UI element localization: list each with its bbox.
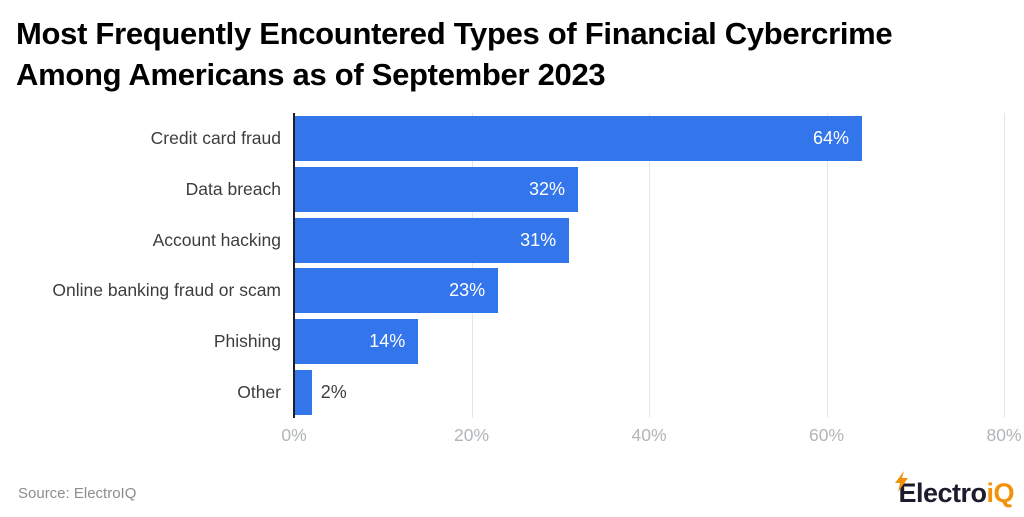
bar-track: 32% (294, 164, 1004, 215)
chart-title-line-2: Among Americans as of September 2023 (16, 57, 606, 92)
chart-row: Online banking fraud or scam 23% (0, 265, 1004, 316)
logo-text-primary: Electro (898, 477, 987, 508)
chart-row: Other 2% (0, 367, 1004, 418)
category-label: Other (237, 382, 281, 403)
x-axis-tick-label: 60% (808, 425, 845, 445)
gridline (1004, 113, 1005, 418)
chart-row: Phishing 14% (0, 316, 1004, 367)
chart-rows: Credit card fraud 64% Data breach 32% Accoun… (0, 113, 1004, 418)
chart-row: Data breach 32% (0, 164, 1004, 215)
bar-value-label: 23% (449, 280, 486, 301)
gridline (826, 113, 828, 418)
bar-value-label: 32% (528, 178, 565, 199)
bar: 32% (294, 166, 578, 212)
bar: 31% (294, 217, 570, 263)
category-label: Phishing (213, 331, 281, 352)
bar-track: 2% (294, 367, 1004, 418)
category-label: Online banking fraud or scam (52, 280, 281, 301)
lightning-bolt-icon (895, 470, 909, 492)
bar-track: 23% (294, 265, 1004, 316)
bar (294, 370, 312, 416)
chart-row: Credit card fraud 64% (0, 113, 1004, 164)
bar-track: 64% (294, 113, 1004, 164)
bar-track: 31% (294, 215, 1004, 266)
bar-value-label: 14% (369, 331, 406, 352)
plot-area (293, 113, 1005, 418)
chart-row: Account hacking 31% (0, 215, 1004, 266)
gridline (649, 113, 650, 418)
category-label: Credit card fraud (150, 127, 281, 148)
chart-title: Most Frequently Encountered Types of Fin… (16, 13, 1016, 95)
bar: 23% (294, 268, 499, 314)
y-axis-baseline (293, 113, 295, 418)
bar: 64% (294, 115, 862, 161)
bar-value-label: 31% (520, 229, 557, 250)
bar-track: 14% (294, 316, 1004, 367)
category-label: Account hacking (152, 229, 281, 250)
bar-value-label: 64% (812, 127, 849, 148)
category-label: Data breach (185, 178, 281, 199)
x-axis-tick-label: 0% (281, 425, 307, 445)
x-axis-tick-label: 40% (631, 425, 667, 445)
x-axis: 0% 20% 40% 60% 80% (281, 425, 1021, 447)
logo-text-accent: iQ (986, 477, 1014, 508)
bar: 14% (294, 319, 419, 365)
electroiq-logo: ElectroiQ (895, 470, 1014, 508)
chart-title-line-1: Most Frequently Encountered Types of Fin… (16, 16, 893, 51)
x-axis-tick-label: 20% (453, 425, 490, 445)
bar-chart: Credit card fraud 64% Data breach 32% Accoun… (0, 113, 1022, 445)
footer: Source: ElectroIQ ElectroiQ (18, 470, 1014, 514)
bar-value-label: 2% (320, 382, 347, 403)
source-note: Source: ElectroIQ (18, 484, 137, 502)
gridline (471, 113, 473, 418)
x-axis-tick-label: 80% (986, 425, 1022, 445)
